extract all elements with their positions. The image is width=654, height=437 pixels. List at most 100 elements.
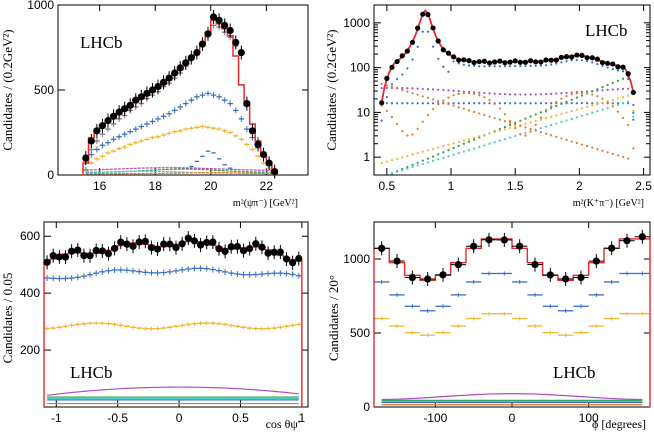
component-point: [565, 100, 568, 103]
y-axis-label: Candidates / 20°: [326, 275, 341, 361]
component-point: [606, 88, 609, 91]
data-point: [409, 39, 416, 45]
component-point: [585, 90, 589, 93]
data-point: [615, 64, 621, 70]
data-point: [115, 108, 123, 116]
component-point: [401, 88, 404, 92]
component-point: [488, 102, 491, 105]
component-point: [447, 89, 450, 92]
data-point: [486, 60, 493, 66]
component-point: [396, 157, 399, 160]
component-point: [575, 58, 578, 62]
data-point: [630, 89, 636, 96]
data-point: [148, 86, 157, 94]
data-point: [592, 257, 600, 265]
data-point: [111, 244, 119, 253]
data-point: [476, 58, 482, 65]
data-point: [408, 273, 416, 282]
y-tick-label: 100: [350, 61, 370, 75]
component-point: [421, 120, 424, 123]
x-tick-label: 18: [149, 179, 163, 193]
y-tick-label: 10: [357, 105, 371, 119]
data-point: [87, 137, 95, 145]
component-point: [473, 64, 476, 68]
component-point: [411, 166, 414, 169]
data-point: [430, 25, 436, 31]
component-point: [580, 102, 584, 105]
component-point: [503, 102, 507, 105]
data-point: [68, 247, 76, 255]
component-point: [580, 59, 584, 62]
component-point: [473, 92, 476, 95]
component-point: [621, 95, 625, 99]
x-tick-label: 2: [576, 179, 583, 193]
component-point: [503, 125, 507, 129]
component-point: [611, 68, 614, 71]
component-point: [508, 65, 512, 68]
data-point: [264, 249, 272, 257]
data-point: [563, 54, 570, 60]
component-point: [483, 113, 486, 117]
component-point: [503, 93, 507, 96]
component-point: [524, 64, 527, 68]
x-tick-label: 1.5: [507, 179, 524, 193]
component-point: [457, 140, 460, 144]
data-point: [445, 50, 452, 56]
component-point: [529, 130, 532, 133]
y-tick-label: 1: [363, 150, 370, 164]
component-point: [524, 126, 527, 129]
component-point: [611, 102, 614, 105]
component-point: [560, 120, 563, 124]
component-point: [473, 110, 476, 113]
x-tick-label: 22: [260, 179, 274, 193]
component-point: [529, 115, 532, 118]
component-point: [539, 131, 542, 134]
component-point: [591, 93, 594, 96]
y-tick-label: 500: [350, 326, 370, 340]
component-point: [426, 113, 430, 116]
data-point: [233, 242, 241, 251]
component-point: [555, 135, 558, 138]
component-point: [406, 134, 409, 137]
component-point: [462, 102, 465, 105]
component-point: [555, 114, 558, 117]
data-point: [485, 236, 493, 244]
component-point: [544, 102, 548, 105]
component-point: [544, 125, 548, 128]
component-point: [406, 165, 409, 169]
component-low: [85, 168, 275, 173]
data-point: [258, 243, 266, 251]
component-point: [632, 147, 635, 150]
data-point: [129, 242, 137, 250]
component-point: [437, 57, 440, 60]
component-point: [411, 153, 414, 156]
component-point: [560, 102, 563, 106]
component-point: [431, 107, 435, 111]
component-point: [570, 93, 573, 96]
component-point: [483, 91, 486, 95]
component-point: [514, 125, 517, 128]
component-point: [565, 111, 568, 114]
component-point: [606, 106, 609, 110]
data-point: [178, 240, 186, 248]
y-tick-label: 500: [34, 83, 54, 97]
component-point: [529, 64, 532, 68]
component-point: [616, 97, 620, 100]
component-point: [585, 59, 589, 63]
component-point: [380, 86, 383, 90]
data-point: [605, 60, 611, 66]
component-point: [452, 146, 455, 150]
component-point: [473, 147, 476, 150]
component-point: [580, 94, 584, 97]
component-point: [611, 105, 614, 108]
component-point: [390, 85, 394, 89]
component-point: [493, 102, 496, 105]
component-point: [483, 96, 486, 99]
component-point: [396, 102, 399, 105]
y-tick-label: 600: [20, 229, 40, 243]
component-point: [503, 138, 507, 141]
data-point: [104, 117, 112, 125]
component-point: [524, 93, 527, 96]
data-point: [98, 247, 106, 255]
component-point: [473, 138, 476, 141]
